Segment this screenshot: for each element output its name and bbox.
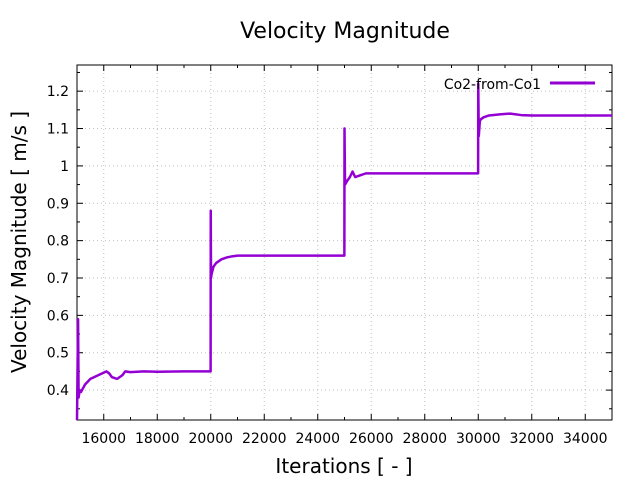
- axis-ticks: 16000 18000 20000 22000 24000 26000 28000 30000…: [47, 65, 613, 447]
- x-tick-label: 26000: [349, 431, 394, 447]
- y-axis-label: Velocity Magnitude [ m/s ]: [7, 111, 31, 373]
- y-tick-label: 0.6: [47, 308, 69, 324]
- x-tick-label: 20000: [188, 431, 233, 447]
- y-tick-label: 1.2: [47, 84, 69, 100]
- x-tick-label: 32000: [509, 431, 554, 447]
- y-tick-label: 1: [60, 159, 69, 175]
- series-line-0: [75, 82, 612, 421]
- series-layer: [75, 82, 612, 421]
- y-tick-label: 0.9: [47, 196, 69, 212]
- x-tick-label: 34000: [563, 431, 608, 447]
- x-tick-label: 28000: [402, 431, 447, 447]
- y-tick-label: 1.1: [47, 122, 69, 138]
- x-tick-label: 18000: [135, 431, 180, 447]
- y-tick-label: 0.7: [47, 271, 69, 287]
- x-tick-label: 30000: [456, 431, 501, 447]
- x-axis-label: Iterations [ - ]: [275, 454, 412, 478]
- y-tick-label: 0.8: [47, 234, 69, 250]
- x-tick-label: 24000: [295, 431, 340, 447]
- y-tick-label: 0.4: [47, 383, 69, 399]
- x-tick-label: 16000: [81, 431, 126, 447]
- legend: Co2-from-Co1: [444, 77, 595, 93]
- legend-label: Co2-from-Co1: [444, 77, 541, 93]
- y-tick-label: 0.5: [47, 346, 69, 362]
- chart-title: Velocity Magnitude: [240, 19, 450, 44]
- x-tick-label: 22000: [242, 431, 287, 447]
